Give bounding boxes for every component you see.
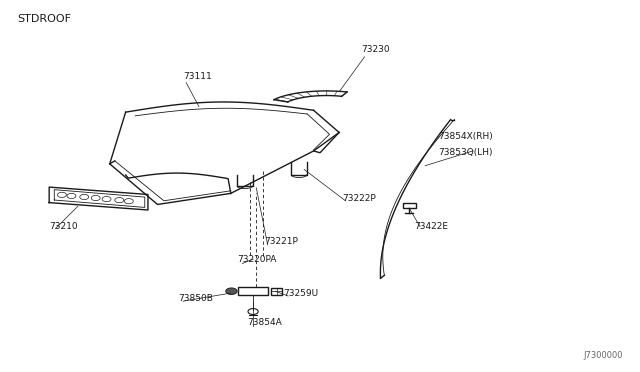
- Text: 73220PA: 73220PA: [237, 255, 276, 264]
- Text: 73210: 73210: [49, 222, 78, 231]
- Text: 73111: 73111: [183, 72, 212, 81]
- Text: 73259U: 73259U: [284, 289, 319, 298]
- Bar: [271, 288, 282, 295]
- Text: 73853Q(LH): 73853Q(LH): [438, 148, 492, 157]
- Text: 73221P: 73221P: [264, 237, 298, 246]
- Text: 73854X(RH): 73854X(RH): [438, 132, 493, 141]
- Text: J7300000: J7300000: [583, 350, 623, 359]
- Text: 73854A: 73854A: [246, 318, 282, 327]
- Text: 73222P: 73222P: [342, 194, 376, 203]
- Text: 73422E: 73422E: [414, 222, 448, 231]
- Bar: [238, 287, 268, 295]
- Bar: [403, 203, 415, 208]
- Text: STDROOF: STDROOF: [17, 13, 71, 23]
- Circle shape: [226, 288, 237, 295]
- Text: 73850B: 73850B: [179, 294, 213, 304]
- Text: 73230: 73230: [362, 45, 390, 54]
